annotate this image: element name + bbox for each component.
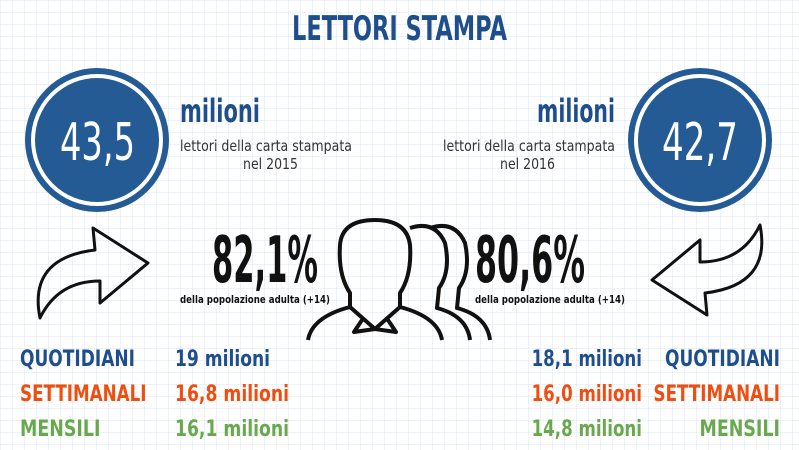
- right-desc: lettori della carta stampata: [443, 137, 615, 155]
- circle-inner: [31, 74, 163, 206]
- right-unit: milioni: [537, 92, 615, 130]
- arrow-right: [650, 223, 764, 317]
- title: LETTORI STAMPA: [292, 9, 507, 49]
- left-percentage: 82,1%: [212, 224, 318, 298]
- category-label: SETTIMANALI: [20, 382, 147, 407]
- right-percentage: 80,6%: [475, 224, 585, 298]
- circle-inner: [634, 74, 766, 206]
- category-label: MENSILI: [700, 417, 781, 442]
- category-value: 18,1 milioni: [532, 347, 642, 372]
- left-percentage-note: della popolazione adulta (+14): [180, 293, 330, 306]
- left-unit: milioni: [180, 92, 260, 130]
- arrow-left: [36, 226, 150, 320]
- category-value: 14,8 milioni: [532, 417, 642, 442]
- category-value: 19 milioni: [175, 347, 270, 372]
- people-icon: [306, 218, 492, 341]
- right-percentage-note: della popolazione adulta (+14): [475, 293, 625, 306]
- category-value: 16,0 milioni: [532, 382, 642, 407]
- category-value: 16,1 milioni: [175, 417, 289, 442]
- left-value: 43,5: [60, 113, 135, 173]
- left-desc: nel 2015: [243, 155, 298, 173]
- right-value: 42,7: [662, 113, 738, 173]
- category-value: 16,8 milioni: [175, 382, 289, 407]
- category-label: SETTIMANALI: [654, 382, 781, 407]
- category-label: QUOTIDIANI: [665, 347, 780, 372]
- category-label: MENSILI: [20, 417, 101, 442]
- right-desc: nel 2016: [500, 155, 555, 173]
- category-label: QUOTIDIANI: [20, 347, 135, 372]
- left-desc: lettori della carta stampata: [180, 137, 352, 155]
